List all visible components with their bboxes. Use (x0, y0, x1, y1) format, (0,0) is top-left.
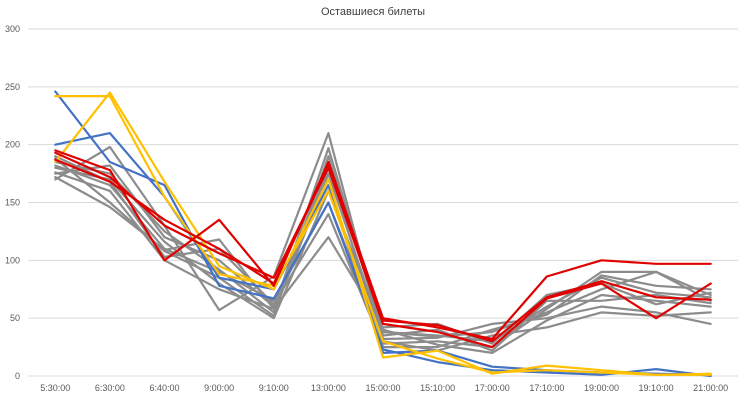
series-lines (54, 90, 712, 378)
series-line-yellow-12 (54, 91, 712, 376)
series-line-grey-6 (54, 166, 712, 354)
chart-title: Оставшиеся билеты (321, 6, 425, 18)
x-tick-label: 9:10:00 (259, 383, 289, 393)
y-tick-label: 100 (5, 255, 20, 265)
x-tick-label: 17:00:00 (475, 383, 510, 393)
y-tick-label: 300 (5, 24, 20, 34)
x-tick-label: 15:10:00 (420, 383, 455, 393)
x-tick-label: 6:30:00 (95, 383, 125, 393)
y-axis-ticks: 0 50 100 150 200 250 300 (5, 24, 20, 381)
y-tick-label: 150 (5, 198, 20, 208)
y-tick-label: 50 (10, 313, 20, 323)
series-line-grey-3 (54, 155, 712, 343)
series-line-yellow-13 (54, 94, 712, 376)
x-tick-label: 19:10:00 (639, 383, 674, 393)
x-tick-label: 5:30:00 (40, 383, 70, 393)
y-tick-label: 0 (15, 371, 20, 381)
series-line-red-16 (54, 158, 712, 343)
x-tick-label: 15:00:00 (365, 383, 400, 393)
x-tick-label: 17:10:00 (529, 383, 564, 393)
x-axis-ticks: 5:30:00 6:30:00 6:40:00 9:00:00 9:10:00 13:00… (40, 383, 728, 393)
x-tick-label: 9:00:00 (204, 383, 234, 393)
x-tick-label: 6:40:00 (150, 383, 180, 393)
series-line-red-15 (54, 151, 712, 349)
y-tick-label: 250 (5, 82, 20, 92)
gridlines (28, 28, 738, 377)
series-line-grey-4 (54, 164, 712, 349)
x-tick-label: 21:00:00 (693, 383, 728, 393)
series-line-grey-5 (54, 160, 712, 352)
x-tick-label: 19:00:00 (584, 383, 619, 393)
y-tick-label: 200 (5, 140, 20, 150)
x-tick-label: 13:00:00 (311, 383, 346, 393)
